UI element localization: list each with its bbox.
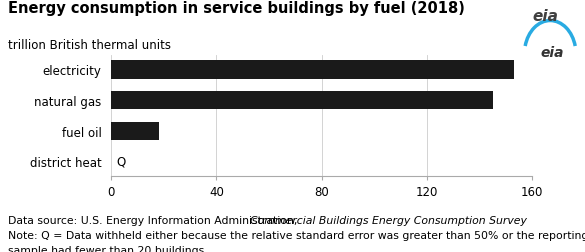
Text: sample had fewer than 20 buildings.: sample had fewer than 20 buildings. — [8, 245, 207, 252]
Text: Q: Q — [116, 155, 126, 168]
Text: trillion British thermal units: trillion British thermal units — [8, 39, 171, 52]
Text: Energy consumption in service buildings by fuel (2018): Energy consumption in service buildings … — [8, 1, 464, 16]
Text: Commercial Buildings Energy Consumption Survey: Commercial Buildings Energy Consumption … — [250, 215, 527, 225]
Bar — [111, 91, 493, 110]
Bar — [111, 122, 159, 140]
Text: eia: eia — [533, 9, 559, 24]
Text: eia: eia — [541, 46, 564, 60]
Text: Note: Q = Data withheld either because the relative standard error was greater t: Note: Q = Data withheld either because t… — [8, 230, 585, 240]
Bar — [111, 61, 514, 79]
Text: Data source: U.S. Energy Information Administration,: Data source: U.S. Energy Information Adm… — [8, 215, 301, 225]
